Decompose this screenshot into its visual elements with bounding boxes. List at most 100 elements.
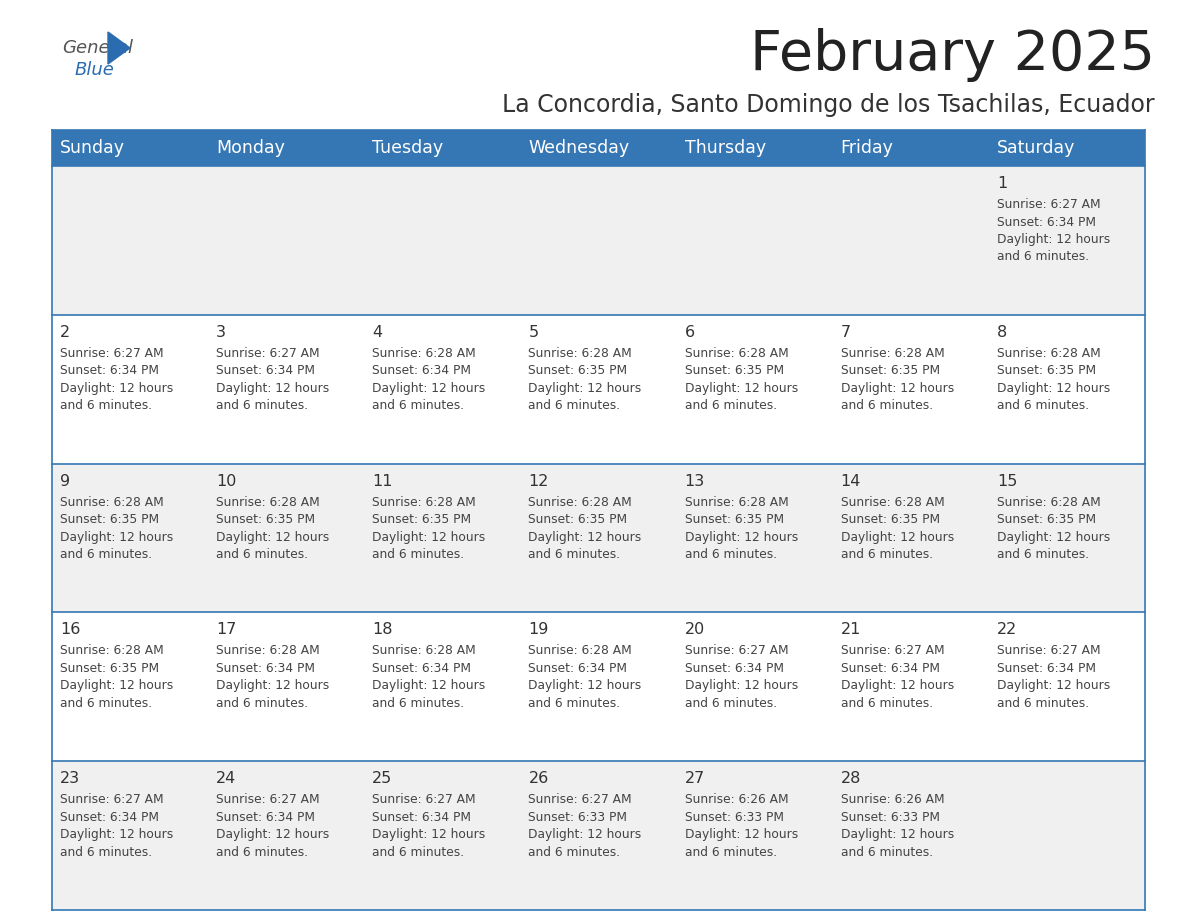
Text: 21: 21 bbox=[841, 622, 861, 637]
Text: and 6 minutes.: and 6 minutes. bbox=[372, 697, 465, 710]
Text: Daylight: 12 hours: Daylight: 12 hours bbox=[372, 382, 486, 395]
Text: and 6 minutes.: and 6 minutes. bbox=[529, 548, 620, 561]
Text: and 6 minutes.: and 6 minutes. bbox=[684, 697, 777, 710]
Text: Sunset: 6:35 PM: Sunset: 6:35 PM bbox=[684, 364, 784, 377]
Text: Sunrise: 6:28 AM: Sunrise: 6:28 AM bbox=[529, 496, 632, 509]
Text: 14: 14 bbox=[841, 474, 861, 488]
Text: Daylight: 12 hours: Daylight: 12 hours bbox=[529, 531, 642, 543]
Text: and 6 minutes.: and 6 minutes. bbox=[372, 399, 465, 412]
Text: 20: 20 bbox=[684, 622, 704, 637]
Text: Daylight: 12 hours: Daylight: 12 hours bbox=[997, 233, 1110, 246]
Text: 13: 13 bbox=[684, 474, 704, 488]
Text: Sunset: 6:34 PM: Sunset: 6:34 PM bbox=[216, 364, 315, 377]
Text: Daylight: 12 hours: Daylight: 12 hours bbox=[841, 531, 954, 543]
Text: 19: 19 bbox=[529, 622, 549, 637]
Text: 8: 8 bbox=[997, 325, 1007, 340]
Text: Daylight: 12 hours: Daylight: 12 hours bbox=[684, 382, 798, 395]
Text: Sunrise: 6:27 AM: Sunrise: 6:27 AM bbox=[997, 644, 1100, 657]
Text: Sunrise: 6:26 AM: Sunrise: 6:26 AM bbox=[841, 793, 944, 806]
Text: Sunrise: 6:27 AM: Sunrise: 6:27 AM bbox=[529, 793, 632, 806]
Text: Sunrise: 6:27 AM: Sunrise: 6:27 AM bbox=[841, 644, 944, 657]
Text: 11: 11 bbox=[372, 474, 393, 488]
Text: Sunset: 6:35 PM: Sunset: 6:35 PM bbox=[216, 513, 315, 526]
Text: Sunset: 6:34 PM: Sunset: 6:34 PM bbox=[372, 364, 472, 377]
Text: Sunrise: 6:27 AM: Sunrise: 6:27 AM bbox=[216, 347, 320, 360]
Bar bbox=[52, 130, 1145, 166]
Text: Daylight: 12 hours: Daylight: 12 hours bbox=[841, 828, 954, 841]
Text: Sunrise: 6:27 AM: Sunrise: 6:27 AM bbox=[61, 793, 164, 806]
Bar bbox=[52, 315, 1145, 464]
Text: Sunrise: 6:28 AM: Sunrise: 6:28 AM bbox=[684, 347, 789, 360]
Text: Sunset: 6:33 PM: Sunset: 6:33 PM bbox=[684, 811, 784, 823]
Text: 2: 2 bbox=[61, 325, 70, 340]
Text: 9: 9 bbox=[61, 474, 70, 488]
Text: 1: 1 bbox=[997, 176, 1007, 191]
Text: 10: 10 bbox=[216, 474, 236, 488]
Text: Sunset: 6:34 PM: Sunset: 6:34 PM bbox=[61, 364, 159, 377]
Text: Daylight: 12 hours: Daylight: 12 hours bbox=[216, 382, 329, 395]
Text: Sunrise: 6:28 AM: Sunrise: 6:28 AM bbox=[529, 644, 632, 657]
Text: and 6 minutes.: and 6 minutes. bbox=[997, 399, 1089, 412]
Bar bbox=[52, 166, 1145, 315]
Text: Sunset: 6:35 PM: Sunset: 6:35 PM bbox=[61, 662, 159, 675]
Text: Sunrise: 6:28 AM: Sunrise: 6:28 AM bbox=[372, 496, 476, 509]
Text: 26: 26 bbox=[529, 771, 549, 786]
Text: February 2025: February 2025 bbox=[750, 28, 1155, 82]
Text: Daylight: 12 hours: Daylight: 12 hours bbox=[372, 828, 486, 841]
Text: Wednesday: Wednesday bbox=[529, 139, 630, 157]
Text: Daylight: 12 hours: Daylight: 12 hours bbox=[997, 382, 1110, 395]
Text: 17: 17 bbox=[216, 622, 236, 637]
Text: Sunset: 6:34 PM: Sunset: 6:34 PM bbox=[841, 662, 940, 675]
Text: Sunrise: 6:28 AM: Sunrise: 6:28 AM bbox=[61, 644, 164, 657]
Text: and 6 minutes.: and 6 minutes. bbox=[841, 845, 933, 858]
Text: Daylight: 12 hours: Daylight: 12 hours bbox=[841, 382, 954, 395]
Text: and 6 minutes.: and 6 minutes. bbox=[529, 697, 620, 710]
Bar bbox=[52, 761, 1145, 910]
Text: Tuesday: Tuesday bbox=[372, 139, 443, 157]
Text: Sunrise: 6:28 AM: Sunrise: 6:28 AM bbox=[61, 496, 164, 509]
Text: Daylight: 12 hours: Daylight: 12 hours bbox=[216, 531, 329, 543]
Text: and 6 minutes.: and 6 minutes. bbox=[529, 399, 620, 412]
Bar bbox=[52, 464, 1145, 612]
Text: Sunset: 6:34 PM: Sunset: 6:34 PM bbox=[372, 662, 472, 675]
Text: Friday: Friday bbox=[841, 139, 893, 157]
Text: Sunrise: 6:28 AM: Sunrise: 6:28 AM bbox=[997, 496, 1100, 509]
Text: Sunset: 6:35 PM: Sunset: 6:35 PM bbox=[841, 364, 940, 377]
Text: Daylight: 12 hours: Daylight: 12 hours bbox=[61, 828, 173, 841]
Text: Sunrise: 6:27 AM: Sunrise: 6:27 AM bbox=[216, 793, 320, 806]
Text: 25: 25 bbox=[372, 771, 392, 786]
Text: Daylight: 12 hours: Daylight: 12 hours bbox=[841, 679, 954, 692]
Text: and 6 minutes.: and 6 minutes. bbox=[684, 845, 777, 858]
Text: Sunrise: 6:28 AM: Sunrise: 6:28 AM bbox=[529, 347, 632, 360]
Text: Thursday: Thursday bbox=[684, 139, 766, 157]
Text: Sunset: 6:33 PM: Sunset: 6:33 PM bbox=[841, 811, 940, 823]
Text: Sunrise: 6:28 AM: Sunrise: 6:28 AM bbox=[997, 347, 1100, 360]
Text: Sunrise: 6:28 AM: Sunrise: 6:28 AM bbox=[841, 347, 944, 360]
Text: and 6 minutes.: and 6 minutes. bbox=[61, 548, 152, 561]
Text: and 6 minutes.: and 6 minutes. bbox=[529, 845, 620, 858]
Text: Sunset: 6:33 PM: Sunset: 6:33 PM bbox=[529, 811, 627, 823]
Text: 4: 4 bbox=[372, 325, 383, 340]
Text: Daylight: 12 hours: Daylight: 12 hours bbox=[529, 679, 642, 692]
Text: Sunset: 6:34 PM: Sunset: 6:34 PM bbox=[997, 216, 1095, 229]
Text: and 6 minutes.: and 6 minutes. bbox=[216, 845, 308, 858]
Text: Sunset: 6:34 PM: Sunset: 6:34 PM bbox=[372, 811, 472, 823]
Text: and 6 minutes.: and 6 minutes. bbox=[841, 548, 933, 561]
Text: Sunset: 6:35 PM: Sunset: 6:35 PM bbox=[372, 513, 472, 526]
Text: and 6 minutes.: and 6 minutes. bbox=[841, 399, 933, 412]
Text: Sunset: 6:35 PM: Sunset: 6:35 PM bbox=[529, 513, 627, 526]
Text: 27: 27 bbox=[684, 771, 704, 786]
Text: 24: 24 bbox=[216, 771, 236, 786]
Text: Daylight: 12 hours: Daylight: 12 hours bbox=[61, 531, 173, 543]
Text: Sunset: 6:35 PM: Sunset: 6:35 PM bbox=[61, 513, 159, 526]
Text: Sunrise: 6:27 AM: Sunrise: 6:27 AM bbox=[372, 793, 476, 806]
Text: Daylight: 12 hours: Daylight: 12 hours bbox=[529, 382, 642, 395]
Text: General: General bbox=[62, 39, 133, 57]
Text: and 6 minutes.: and 6 minutes. bbox=[997, 251, 1089, 263]
Text: Sunset: 6:35 PM: Sunset: 6:35 PM bbox=[529, 364, 627, 377]
Text: 22: 22 bbox=[997, 622, 1017, 637]
Text: 12: 12 bbox=[529, 474, 549, 488]
Text: and 6 minutes.: and 6 minutes. bbox=[684, 399, 777, 412]
Text: and 6 minutes.: and 6 minutes. bbox=[61, 399, 152, 412]
Text: Sunset: 6:35 PM: Sunset: 6:35 PM bbox=[997, 364, 1097, 377]
